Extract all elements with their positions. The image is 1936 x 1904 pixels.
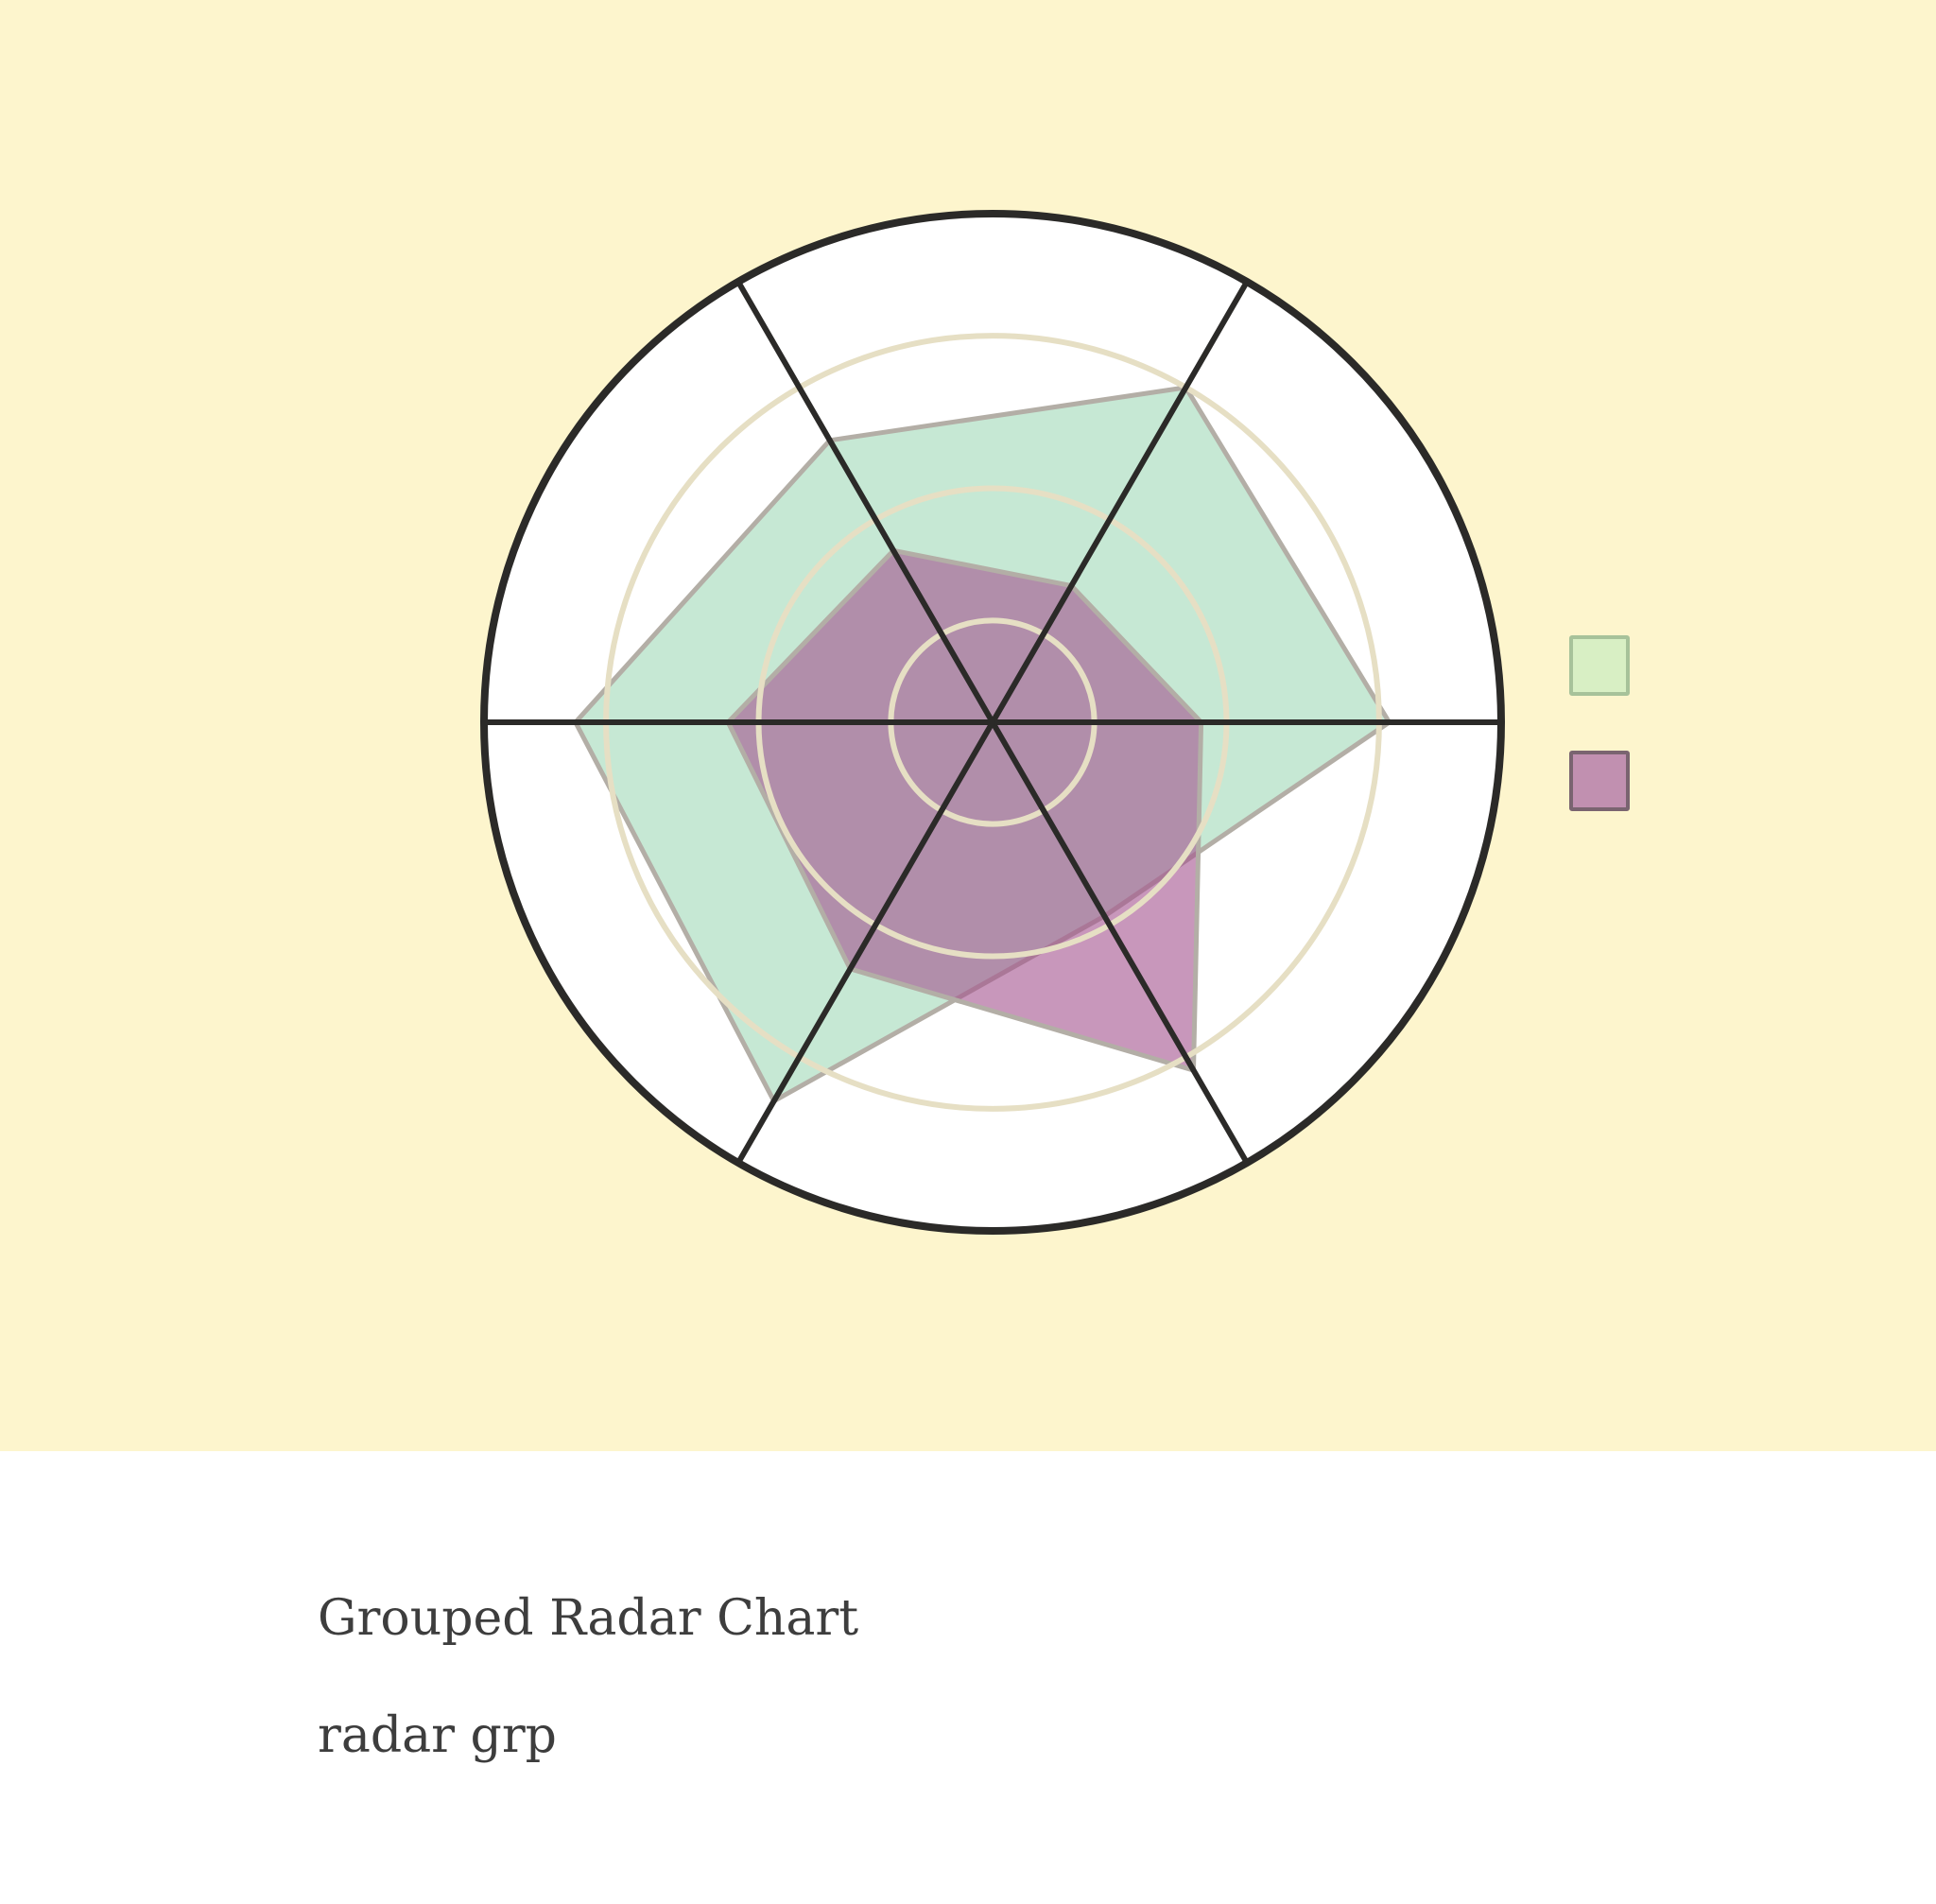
axis-spokes [481,279,1504,1166]
axis-spoke-4 [735,719,995,1166]
axis-spoke-3 [990,719,1250,1166]
chart-title: Grouped Radar Chart [318,1590,859,1647]
chart-panel [0,0,1936,1451]
legend-swatch-series-2 [1569,751,1630,811]
axis-spoke-1 [990,279,1250,725]
chart-subtitle: radar grp [318,1707,557,1764]
axis-spoke-6 [735,279,995,725]
legend-swatch-series-1 [1569,635,1630,696]
radar-chart [0,0,1936,1451]
outer-ring [480,210,1505,1235]
